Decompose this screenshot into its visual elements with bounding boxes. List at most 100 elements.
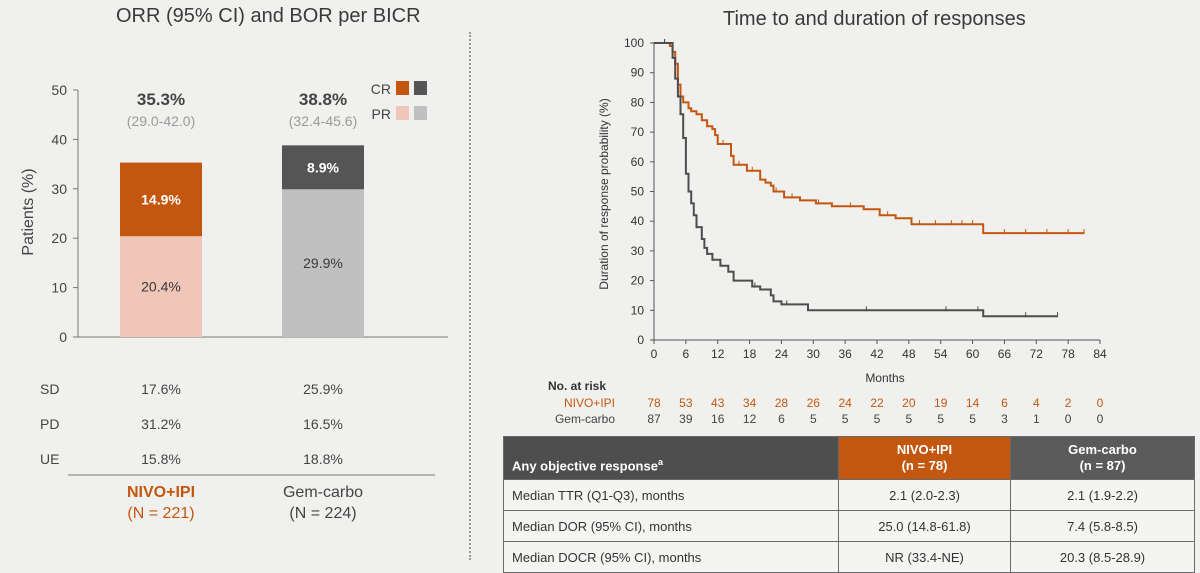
y-tick-label: 10 xyxy=(51,280,67,296)
at-risk-value: 53 xyxy=(679,396,693,410)
table-row: Median DOR (95% CI), months 25.0 (14.8-6… xyxy=(503,510,1195,542)
cr-data-label: 14.9% xyxy=(141,191,181,207)
km-y-tick-label: 0 xyxy=(637,333,644,347)
other-response-value: 25.9% xyxy=(303,381,343,397)
legend-pr-label: PR xyxy=(372,106,391,122)
at-risk-value: 5 xyxy=(810,412,817,426)
row-label: Median TTR (Q1-Q3), months xyxy=(503,479,839,511)
nivo-value: 25.0 (14.8-61.8) xyxy=(838,510,1011,542)
at-risk-value: 14 xyxy=(966,396,980,410)
other-response-label: UE xyxy=(40,451,59,467)
km-y-tick-label: 100 xyxy=(624,36,644,50)
other-response-label: PD xyxy=(40,416,59,432)
at-risk-value: 0 xyxy=(1065,412,1072,426)
y-tick-label: 0 xyxy=(59,329,67,345)
at-risk-value: 12 xyxy=(743,412,757,426)
y-tick-label: 30 xyxy=(51,181,67,197)
legend-cr-nivo-swatch xyxy=(396,81,409,95)
other-response-value: 16.5% xyxy=(303,416,343,432)
bar-chart-title: ORR (95% CI) and BOR per BICR xyxy=(116,5,421,27)
gem-value: 20.3 (8.5-28.9) xyxy=(1010,541,1195,573)
km-x-tick-label: 12 xyxy=(711,347,725,361)
row-label: Median DOCR (95% CI), months xyxy=(503,541,839,573)
at-risk-value: 3 xyxy=(1001,412,1008,426)
category-sublabel-nivo: (N = 221) xyxy=(127,505,194,522)
at-risk-value: 24 xyxy=(838,396,852,410)
at-risk-value: 43 xyxy=(711,396,725,410)
bar-cr xyxy=(120,162,202,237)
nivo-value: NR (33.4-NE) xyxy=(838,541,1011,573)
at-risk-value: 6 xyxy=(778,412,785,426)
cr-data-label: 8.9% xyxy=(307,159,339,175)
orr-ci-label: (29.0-42.0) xyxy=(127,113,195,129)
km-x-tick-label: 18 xyxy=(743,347,757,361)
km-x-tick-label: 84 xyxy=(1093,347,1107,361)
km-x-tick-label: 54 xyxy=(934,347,948,361)
y-axis-title: Patients (%) xyxy=(20,168,37,255)
at-risk-value: 1 xyxy=(1033,412,1040,426)
at-risk-value: 5 xyxy=(969,412,976,426)
at-risk-row-label: NIVO+IPI xyxy=(564,396,615,410)
km-x-axis-title: Months xyxy=(865,371,904,385)
y-tick-label: 50 xyxy=(51,82,67,98)
km-x-tick-label: 30 xyxy=(807,347,821,361)
table-row: Median DOCR (95% CI), months NR (33.4-NE… xyxy=(503,541,1195,573)
km-chart-title: Time to and duration of responses xyxy=(723,8,1026,30)
other-response-value: 31.2% xyxy=(141,416,181,432)
at-risk-value: 34 xyxy=(743,396,757,410)
km-y-tick-label: 30 xyxy=(631,244,645,258)
other-response-value: 17.6% xyxy=(141,381,181,397)
left-panel: ORR (95% CI) and BOR per BICR 0 10 20 30 40 5… xyxy=(0,0,470,570)
km-x-tick-label: 78 xyxy=(1061,347,1075,361)
category-label-nivo: NIVO+IPI xyxy=(127,484,195,501)
km-y-tick-label: 50 xyxy=(631,185,645,199)
km-x-tick-label: 72 xyxy=(1030,347,1044,361)
header-gem-carbo: Gem-carbo (n = 87) xyxy=(1010,436,1195,480)
category-sublabel-gem: (N = 224) xyxy=(289,505,356,522)
km-x-tick-label: 66 xyxy=(998,347,1012,361)
at-risk-value: 16 xyxy=(711,412,725,426)
at-risk-value: 28 xyxy=(775,396,789,410)
km-y-tick-label: 40 xyxy=(631,214,645,228)
km-x-tick-label: 24 xyxy=(775,347,789,361)
y-tick-label: 20 xyxy=(51,230,67,246)
km-y-tick-label: 60 xyxy=(631,155,645,169)
nivo-value: 2.1 (2.0-2.3) xyxy=(838,479,1011,511)
legend-cr-label: CR xyxy=(371,81,391,97)
at-risk-value: 5 xyxy=(906,412,913,426)
response-table: Any objective responsea NIVO+IPI (n = 78)… xyxy=(503,436,1195,573)
panel-divider xyxy=(469,32,471,560)
orr-ci-label: (32.4-45.6) xyxy=(289,113,357,129)
bar-pr xyxy=(282,189,364,337)
orr-total-label: 38.8% xyxy=(299,90,347,109)
km-y-tick-label: 90 xyxy=(631,66,645,80)
orr-total-label: 35.3% xyxy=(137,90,185,109)
pr-data-label: 20.4% xyxy=(141,279,181,295)
category-label-gem: Gem-carbo xyxy=(283,484,363,501)
km-curve-nivo-ipi xyxy=(654,42,1085,235)
at-risk-row-label: Gem-carbo xyxy=(555,412,615,426)
y-tick-label: 40 xyxy=(51,131,67,147)
km-x-tick-label: 60 xyxy=(966,347,980,361)
at-risk-value: 78 xyxy=(647,396,661,410)
table-row: Median TTR (Q1-Q3), months 2.1 (2.0-2.3)… xyxy=(503,479,1195,511)
km-y-tick-label: 20 xyxy=(631,274,645,288)
at-risk-value: 6 xyxy=(1001,396,1008,410)
km-x-tick-label: 48 xyxy=(902,347,916,361)
legend-pr-gem-swatch xyxy=(414,106,427,120)
right-panel: Time to and duration of responses 0 10 20 3… xyxy=(470,0,1200,573)
legend-cr-gem-swatch xyxy=(414,81,427,95)
legend-pr-nivo-swatch xyxy=(396,106,409,120)
km-x-tick-label: 6 xyxy=(683,347,690,361)
at-risk-value: 87 xyxy=(647,412,661,426)
at-risk-value: 39 xyxy=(679,412,693,426)
at-risk-title: No. at risk xyxy=(548,379,606,393)
km-x-tick-label: 42 xyxy=(870,347,884,361)
at-risk-value: 26 xyxy=(807,396,821,410)
row-label: Median DOR (95% CI), months xyxy=(503,510,839,542)
at-risk-value: 5 xyxy=(842,412,849,426)
other-response-value: 15.8% xyxy=(141,451,181,467)
at-risk-value: 5 xyxy=(874,412,881,426)
at-risk-value: 0 xyxy=(1097,412,1104,426)
